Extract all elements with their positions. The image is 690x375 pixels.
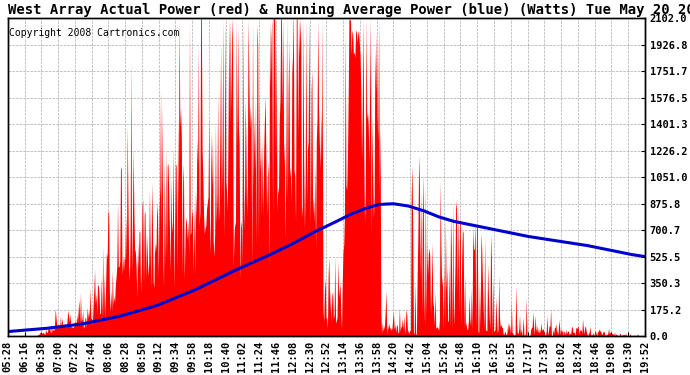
Text: Copyright 2008 Cartronics.com: Copyright 2008 Cartronics.com	[9, 28, 179, 38]
Text: West Array Actual Power (red) & Running Average Power (blue) (Watts) Tue May 20 : West Array Actual Power (red) & Running …	[8, 3, 690, 17]
